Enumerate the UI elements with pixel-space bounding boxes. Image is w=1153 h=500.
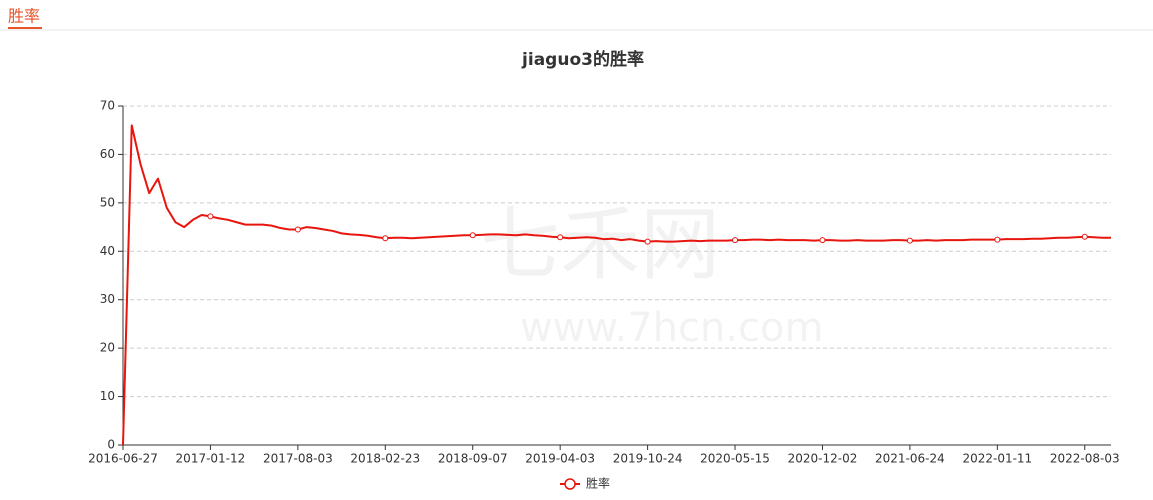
- watermark: 七禾网: [480, 198, 720, 291]
- point-marker: [819, 237, 826, 244]
- y-tick-label: 20: [100, 341, 115, 355]
- watermark: www.7hcn.com: [520, 305, 823, 351]
- point-marker: [994, 236, 1001, 243]
- point-marker: [1081, 233, 1088, 240]
- y-tick-label: 70: [100, 99, 115, 113]
- point-marker: [732, 237, 739, 244]
- x-tick-label: 2020-12-02: [788, 452, 858, 466]
- tab-title: 胜率: [8, 7, 40, 26]
- x-tick-label: 2022-01-11: [962, 452, 1032, 466]
- x-tick-label: 2017-08-03: [263, 452, 333, 466]
- series-line: [122, 124, 1111, 446]
- y-tick-label: 10: [100, 389, 115, 403]
- legend-label[interactable]: 胜率: [586, 476, 610, 491]
- y-tick-label: 50: [100, 195, 115, 209]
- y-tick-label: 30: [100, 292, 115, 306]
- x-tick-label: 2018-09-07: [438, 452, 508, 466]
- point-marker: [382, 235, 389, 242]
- x-tick-label: 2019-04-03: [525, 452, 595, 466]
- point-marker: [906, 237, 913, 244]
- x-tick-label: 2017-01-12: [176, 452, 246, 466]
- point-marker: [644, 238, 651, 245]
- x-tick-label: 2021-06-24: [875, 452, 945, 466]
- x-tick-label: 2019-10-24: [613, 452, 683, 466]
- point-marker: [294, 226, 301, 233]
- x-tick-label: 2020-05-15: [700, 452, 770, 466]
- y-tick-label: 40: [100, 244, 115, 258]
- x-tick-label: 2016-06-27: [88, 452, 158, 466]
- x-tick-label: 2018-02-23: [350, 452, 420, 466]
- point-marker: [469, 232, 476, 239]
- y-tick-label: 0: [107, 438, 115, 452]
- x-tick-label: 2022-08-03: [1050, 452, 1120, 466]
- point-marker: [557, 234, 564, 241]
- y-tick-label: 60: [100, 147, 115, 161]
- tab-underline: [8, 27, 42, 29]
- chart-title: jiaguo3的胜率: [521, 49, 644, 70]
- point-marker: [207, 213, 214, 220]
- legend-symbol: [564, 478, 576, 490]
